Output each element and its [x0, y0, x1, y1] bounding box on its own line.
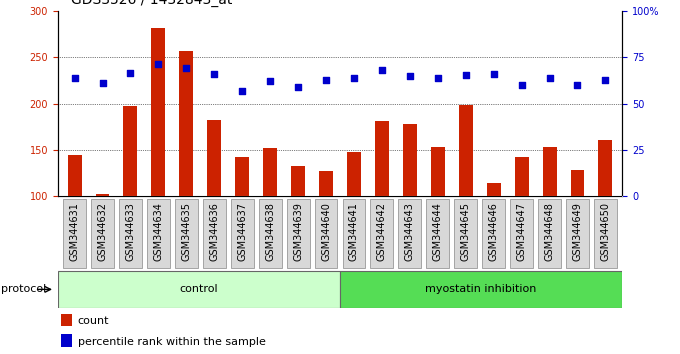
- Text: GSM344644: GSM344644: [432, 202, 443, 261]
- Bar: [207, 120, 221, 196]
- FancyBboxPatch shape: [398, 199, 422, 268]
- FancyBboxPatch shape: [426, 199, 449, 268]
- Point: [237, 88, 248, 94]
- FancyBboxPatch shape: [315, 199, 337, 268]
- Text: protocol: protocol: [1, 284, 47, 295]
- Bar: [487, 183, 500, 196]
- Text: GSM344635: GSM344635: [182, 202, 191, 261]
- FancyBboxPatch shape: [175, 199, 198, 268]
- Bar: [571, 170, 585, 196]
- Text: myostatin inhibition: myostatin inhibition: [426, 284, 537, 295]
- Bar: [431, 147, 445, 196]
- Bar: [347, 152, 361, 196]
- Text: GSM344637: GSM344637: [237, 202, 248, 261]
- Bar: [459, 105, 473, 196]
- Bar: [124, 106, 137, 196]
- Point: [209, 71, 220, 76]
- Text: control: control: [180, 284, 218, 295]
- Point: [181, 65, 192, 71]
- Text: GSM344640: GSM344640: [321, 202, 331, 261]
- Text: GSM344641: GSM344641: [349, 202, 359, 261]
- Bar: [403, 124, 417, 196]
- Text: GSM344639: GSM344639: [293, 202, 303, 261]
- Bar: [235, 158, 249, 196]
- Bar: [319, 171, 333, 196]
- Point: [600, 78, 611, 83]
- Text: GSM344643: GSM344643: [405, 202, 415, 261]
- Point: [377, 67, 388, 73]
- Point: [292, 84, 303, 90]
- Text: GSM344638: GSM344638: [265, 202, 275, 261]
- Text: GSM344634: GSM344634: [154, 202, 163, 261]
- Text: GSM344642: GSM344642: [377, 202, 387, 261]
- FancyBboxPatch shape: [119, 199, 142, 268]
- Bar: [152, 28, 165, 196]
- Bar: [67, 155, 82, 196]
- Point: [349, 75, 360, 80]
- Text: GSM344648: GSM344648: [545, 202, 555, 261]
- Point: [320, 78, 331, 83]
- FancyBboxPatch shape: [287, 199, 309, 268]
- FancyBboxPatch shape: [454, 199, 477, 268]
- FancyBboxPatch shape: [594, 199, 617, 268]
- FancyBboxPatch shape: [63, 199, 86, 268]
- Bar: [58, 271, 340, 308]
- FancyBboxPatch shape: [510, 199, 533, 268]
- FancyBboxPatch shape: [91, 199, 114, 268]
- Point: [460, 72, 471, 78]
- FancyBboxPatch shape: [231, 199, 254, 268]
- Point: [572, 82, 583, 88]
- Bar: [543, 147, 556, 196]
- FancyBboxPatch shape: [538, 199, 561, 268]
- Bar: [180, 51, 193, 196]
- FancyBboxPatch shape: [258, 199, 282, 268]
- FancyBboxPatch shape: [482, 199, 505, 268]
- Bar: [340, 271, 622, 308]
- Point: [97, 80, 108, 86]
- Bar: [598, 140, 613, 196]
- Point: [265, 79, 275, 84]
- Text: GDS3526 / 1432843_at: GDS3526 / 1432843_at: [71, 0, 233, 7]
- Text: GSM344633: GSM344633: [125, 202, 135, 261]
- Text: GSM344645: GSM344645: [461, 202, 471, 261]
- Text: GSM344636: GSM344636: [209, 202, 219, 261]
- Bar: [61, 334, 72, 347]
- FancyBboxPatch shape: [147, 199, 170, 268]
- Text: GSM344646: GSM344646: [489, 202, 498, 261]
- Point: [516, 82, 527, 88]
- FancyBboxPatch shape: [203, 199, 226, 268]
- Point: [432, 76, 443, 81]
- FancyBboxPatch shape: [566, 199, 589, 268]
- Bar: [263, 148, 277, 196]
- Bar: [515, 156, 528, 196]
- Text: GSM344647: GSM344647: [517, 202, 526, 261]
- Point: [153, 61, 164, 67]
- Text: percentile rank within the sample: percentile rank within the sample: [78, 337, 265, 347]
- Text: GSM344650: GSM344650: [600, 202, 611, 261]
- Point: [488, 71, 499, 76]
- Text: GSM344632: GSM344632: [97, 202, 107, 261]
- Bar: [95, 194, 109, 196]
- Bar: [375, 121, 389, 196]
- Bar: [61, 314, 72, 326]
- Text: GSM344631: GSM344631: [69, 202, 80, 261]
- FancyBboxPatch shape: [371, 199, 393, 268]
- FancyBboxPatch shape: [343, 199, 365, 268]
- Text: count: count: [78, 316, 109, 326]
- Bar: [291, 166, 305, 196]
- Point: [69, 75, 80, 80]
- Point: [544, 76, 555, 81]
- Text: GSM344649: GSM344649: [573, 202, 583, 261]
- Point: [125, 70, 136, 76]
- Point: [405, 73, 415, 79]
